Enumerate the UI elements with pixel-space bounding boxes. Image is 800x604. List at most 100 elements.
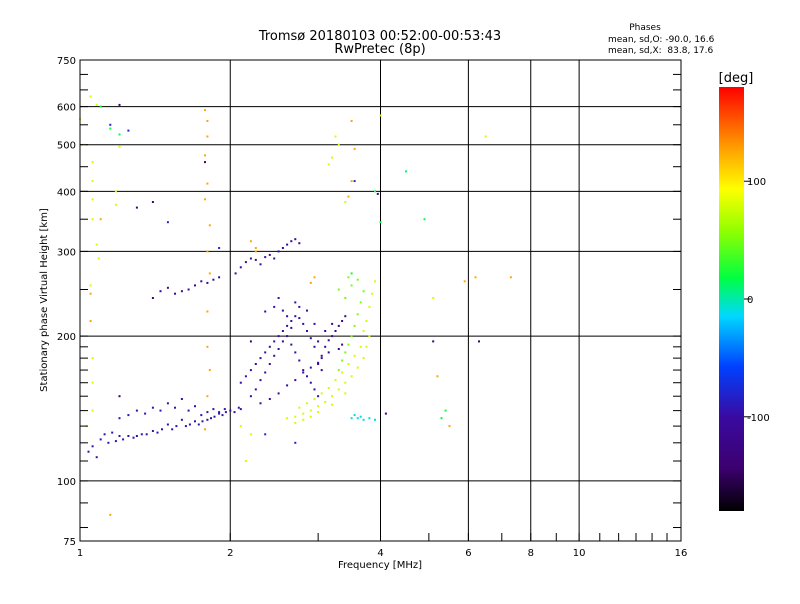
stats-o-line: mean, sd,O: -90.0, 16.6 (608, 35, 715, 45)
data-point (286, 324, 289, 327)
data-point (87, 450, 90, 453)
data-point (324, 400, 327, 403)
data-point (264, 351, 267, 354)
data-point (151, 430, 154, 432)
data-point (334, 379, 337, 382)
data-point (91, 198, 94, 201)
data-point (144, 412, 147, 415)
data-point (432, 340, 435, 343)
data-point (341, 320, 344, 322)
data-point (213, 415, 216, 418)
data-point (95, 456, 98, 459)
grid-lines (79, 60, 681, 541)
data-point (368, 417, 371, 420)
data-point (356, 278, 359, 281)
data-point (145, 433, 148, 436)
data-point (135, 409, 138, 412)
data-point (99, 438, 102, 441)
data-point (249, 395, 252, 398)
data-point (371, 292, 374, 295)
data-point (374, 190, 376, 193)
data-point (95, 103, 98, 106)
data-point (320, 354, 323, 357)
data-point (184, 425, 187, 428)
y-tick-label: 600 (57, 103, 76, 114)
data-point (368, 335, 371, 338)
data-point (347, 343, 350, 346)
data-point (356, 313, 359, 316)
data-point (259, 379, 262, 382)
data-point (175, 425, 178, 428)
y-axis-label: Stationary phase Virtual Height [km] (39, 208, 50, 392)
data-point (344, 315, 347, 318)
data-point (118, 395, 121, 398)
data-point (166, 221, 169, 224)
data-point (171, 428, 174, 431)
data-point (290, 326, 293, 329)
data-point (212, 408, 215, 411)
data-point (89, 320, 92, 322)
data-point (353, 324, 356, 327)
data-point (151, 297, 154, 299)
data-point (327, 339, 330, 342)
data-point (313, 322, 316, 325)
data-point (221, 414, 224, 417)
data-point (362, 418, 365, 421)
data-point (331, 395, 334, 398)
data-point (259, 357, 262, 360)
data-point (268, 253, 271, 256)
data-point (210, 417, 212, 420)
data-point (356, 417, 359, 420)
data-point (229, 409, 232, 412)
data-point (309, 409, 312, 412)
data-point (317, 361, 320, 364)
colorbar-ticks: 100 0 -100 (744, 177, 770, 424)
data-point (379, 221, 382, 224)
data-point (302, 371, 305, 374)
data-point (239, 381, 242, 384)
data-point (249, 433, 252, 436)
data-point (309, 415, 312, 418)
data-point (218, 411, 221, 414)
data-point (194, 420, 196, 423)
data-point (249, 240, 252, 243)
data-point (337, 348, 340, 350)
x-tick-label: 16 (675, 548, 688, 559)
data-point (233, 411, 236, 414)
data-point (151, 406, 154, 409)
data-point (317, 411, 320, 414)
data-point (368, 305, 371, 308)
data-point (218, 412, 221, 415)
data-point (344, 381, 347, 384)
data-point (337, 288, 340, 291)
data-point (286, 417, 289, 420)
data-point (127, 129, 130, 132)
data-point (259, 402, 262, 405)
x-tick-label: 2 (227, 548, 233, 559)
data-point (423, 218, 426, 221)
data-point (166, 402, 169, 405)
data-point (444, 409, 447, 412)
data-point (239, 425, 242, 428)
data-point (313, 276, 316, 279)
data-point (268, 345, 271, 348)
data-point (350, 417, 353, 420)
data-point (264, 433, 267, 436)
data-point (353, 147, 356, 150)
data-point (151, 201, 154, 203)
data-point (194, 405, 196, 408)
data-point (306, 402, 308, 405)
data-point (344, 392, 347, 395)
data-point (298, 242, 301, 245)
data-point (273, 305, 276, 308)
scatter-points (79, 95, 512, 516)
data-point (463, 280, 466, 283)
data-point (249, 340, 252, 343)
data-point (95, 243, 98, 246)
data-point (239, 408, 242, 411)
data-point (356, 366, 359, 369)
data-point (109, 513, 112, 516)
data-point (206, 281, 209, 284)
data-point (99, 105, 102, 108)
y-tick-label: 300 (57, 247, 76, 258)
